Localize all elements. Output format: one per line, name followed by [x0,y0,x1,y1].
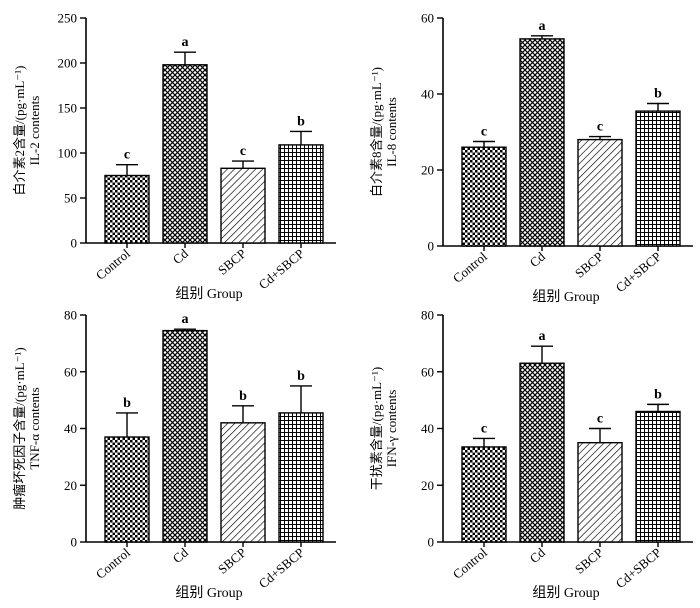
y-tick-label: 150 [58,101,78,116]
x-tick-label: Cd [170,245,192,267]
bar-Cd [162,64,208,244]
bar-SBCP [577,441,623,543]
y-tick-label: 60 [64,364,77,379]
significance-label: b [123,396,131,411]
x-tick-label: Cd [527,248,549,270]
y-tick-label: 20 [64,478,77,493]
x-axis-title: 组别 Group [175,585,242,601]
x-tick-label: SBCP [572,249,606,281]
significance-label: c [481,421,487,436]
y-tick-label: 0 [71,535,78,550]
x-tick-label: Cd+SBCP [613,545,664,591]
bar-SBCP [220,422,266,543]
bar-SBCP [220,167,266,244]
y-tick-label: 40 [64,421,77,436]
y-tick-label: 80 [64,308,77,323]
x-axis-title: 组别 Group [532,289,599,305]
significance-label: a [539,19,546,34]
x-tick-label: Control [450,249,490,286]
significance-label: b [297,369,305,384]
significance-label: b [654,387,662,402]
significance-label: b [654,87,662,102]
significance-label: b [297,114,305,129]
x-tick-label: Cd+SBCP [613,249,664,295]
significance-label: a [182,312,189,327]
y-tick-label: 0 [71,236,78,251]
x-axis-title: 组别 Group [175,286,242,302]
x-axis-title: 组别 Group [532,585,599,601]
y-axis-title-en: IL-2 contents [27,96,42,166]
y-tick-label: 250 [58,11,78,26]
y-tick-label: 0 [428,239,435,254]
x-tick-label: SBCP [215,246,249,278]
bar-Cd+SBCP [278,412,324,543]
significance-label: c [124,148,130,163]
significance-label: c [597,120,603,135]
significance-label: a [182,35,189,50]
significance-label: c [597,412,603,427]
y-tick-label: 40 [421,87,434,102]
chart-panel-il8: 0 20 40 60 c Control a Cd c SBCP b Cd+SBCP 组别 Group 白… [369,11,693,305]
y-tick-label: 20 [421,478,434,493]
x-tick-label: Cd+SBCP [256,246,307,292]
bar-Cd+SBCP [635,410,681,543]
y-axis-title-en: IFN-γ contents [384,390,399,468]
bar-Cd [162,329,208,543]
chart-panel-ifn: 0 20 40 60 80 c Control a Cd c SBCP b Cd+SBCP 组别 Grou… [369,308,693,601]
x-tick-label: Cd [527,544,549,566]
bar-Control [461,446,507,543]
y-tick-label: 60 [421,364,434,379]
bar-Control [104,174,150,244]
y-axis-title-cn: 白介素8含量/(pg·mL⁻¹) [369,67,384,197]
x-tick-label: Control [93,246,133,283]
y-axis-title-cn: 干扰素含量/(pg·mL⁻¹) [369,367,384,490]
bar-SBCP [577,138,623,247]
y-tick-label: 40 [421,421,434,436]
bar-Cd+SBCP [278,144,324,244]
x-tick-label: Cd+SBCP [256,545,307,591]
y-axis-title-cn: 肿瘤坏死因子含量/(pg·mL⁻¹) [12,347,27,509]
x-tick-label: SBCP [572,545,606,577]
x-tick-label: Control [93,545,133,582]
significance-label: a [539,329,546,344]
y-tick-label: 0 [428,535,435,550]
y-tick-label: 60 [421,11,434,26]
significance-label: c [240,144,246,159]
y-axis-title-cn: 白介素2含量/(pg·mL⁻¹) [12,66,27,196]
y-tick-label: 50 [64,191,77,206]
y-axis-title-en: IL-8 contents [384,97,399,167]
y-tick-label: 80 [421,308,434,323]
bar-Cd+SBCP [635,110,681,247]
bar-Control [461,146,507,247]
bar-Cd [519,38,565,247]
chart-panel-il2: 0 50 100 150 200 250 c Control a Cd c SBCP b Cd+SBCP 组… [12,11,336,302]
bar-Cd [519,362,565,543]
x-tick-label: SBCP [215,545,249,577]
y-tick-label: 200 [58,56,78,71]
x-tick-label: Control [450,545,490,582]
chart-panel-tnf: 0 20 40 60 80 b Control a Cd b SBCP b Cd+SBCP 组别 Grou… [12,308,336,601]
bar-Control [104,436,150,543]
significance-label: c [481,125,487,140]
y-tick-label: 100 [58,146,78,161]
y-axis-title-en: TNF-α contents [27,387,42,469]
y-tick-label: 20 [421,163,434,178]
x-tick-label: Cd [170,544,192,566]
significance-label: b [239,389,247,404]
